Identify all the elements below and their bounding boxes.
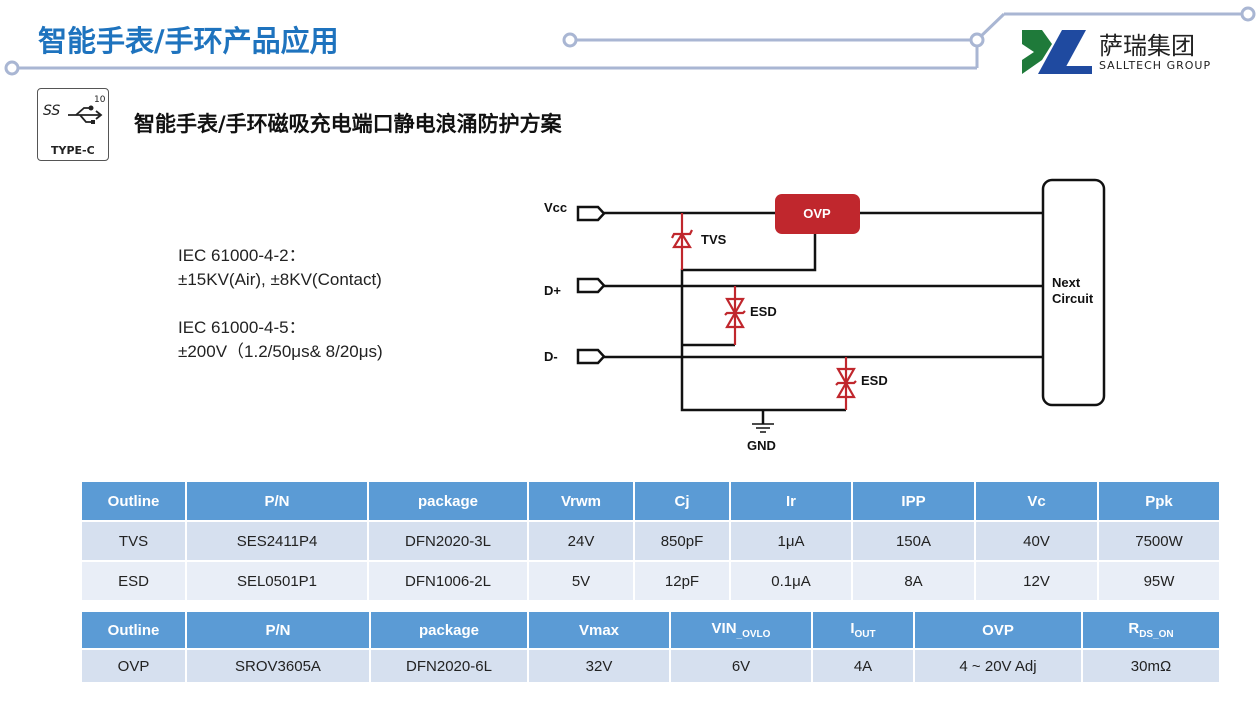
next-circuit-box <box>1041 178 1106 407</box>
table-row: ESD SEL0501P1 DFN1006-2L 5V 12pF 0.1μA 8A 12V 95… <box>82 562 1221 600</box>
cell: 8A <box>852 562 976 600</box>
col-pn: P/N <box>186 612 371 648</box>
cell: 1μA <box>730 522 853 560</box>
col-cj: Cj <box>634 482 731 520</box>
cell: 30mΩ <box>1082 650 1221 682</box>
vcc-connector <box>576 205 606 222</box>
usb-icon <box>68 105 103 124</box>
type-c-label: TYPE-C <box>51 144 95 157</box>
vcc-label: Vcc <box>544 200 567 215</box>
section-subtitle: 智能手表/手环磁吸充电端口静电浪涌防护方案 <box>134 112 562 136</box>
col-package: package <box>370 612 529 648</box>
table-row: OVP SROV3605A DFN2020-6L 32V 6V 4A 4 ~ 20V Adj… <box>82 650 1221 682</box>
col-iout: IOUT <box>812 612 915 648</box>
salltech-logo-icon <box>1022 30 1092 74</box>
dplus-label: D+ <box>544 283 561 298</box>
cell: TVS <box>82 522 187 560</box>
col-vrwm: Vrwm <box>528 482 635 520</box>
cell: SES2411P4 <box>186 522 369 560</box>
cell: 850pF <box>634 522 731 560</box>
ds-on-subscript: DS_ON <box>1139 629 1174 640</box>
superscript-label: 10 <box>94 95 106 105</box>
logo-en: SALLTECH GROUP <box>1099 59 1212 72</box>
circuit-diagram: OVP Vcc D+ D- TVS ESD ESD GND Next Circu… <box>544 178 1106 453</box>
vin-text: VIN <box>711 620 737 637</box>
tvs-label: TVS <box>701 232 727 247</box>
col-ppk: Ppk <box>1098 482 1221 520</box>
esd1-label: ESD <box>750 304 777 319</box>
ovp-block <box>775 194 860 234</box>
esd1-diode <box>724 286 746 345</box>
col-package: package <box>368 482 529 520</box>
cell: OVP <box>82 650 187 682</box>
spec-surge-values: ±200V（1.2/50μs& 8/20μs) <box>178 342 383 361</box>
cell: ESD <box>82 562 187 600</box>
i-text: I <box>850 620 855 637</box>
header-decoration <box>4 6 1256 76</box>
cell: 32V <box>528 650 671 682</box>
cell: 12pF <box>634 562 731 600</box>
spec-esd-standard: IEC 61000-4-2： <box>178 246 306 265</box>
tvs-esd-spec-table: Outline P/N package Vrwm Cj Ir IPP Vc Pp… <box>82 482 1221 600</box>
circuit-label: Circuit <box>1052 291 1094 306</box>
ovlo-subscript: _OVLO <box>736 629 771 640</box>
cell: DFN2020-6L <box>370 650 529 682</box>
type-c-badge: SS 10 TYPE-C <box>37 88 109 161</box>
spec-surge: IEC 61000-4-5： ±200V（1.2/50μs& 8/20μs) <box>178 316 383 364</box>
page-title: 智能手表/手环产品应用 <box>38 24 339 58</box>
spec-esd-values: ±15KV(Air), ±8KV(Contact) <box>178 270 382 289</box>
col-vin-ovlo: VIN_OVLO <box>670 612 813 648</box>
out-subscript: OUT <box>854 629 876 640</box>
next-label: Next <box>1052 275 1081 290</box>
cell: SEL0501P1 <box>186 562 369 600</box>
logo-cn: 萨瑞集团 <box>1099 32 1195 60</box>
cell: 0.1μA <box>730 562 853 600</box>
cell: 12V <box>975 562 1099 600</box>
dplus-connector <box>576 277 606 294</box>
col-rds-on: RDS_ON <box>1082 612 1221 648</box>
col-vc: Vc <box>975 482 1099 520</box>
cell: 150A <box>852 522 976 560</box>
ovp-spec-table: Outline P/N package Vmax VIN_OVLO IOUT O… <box>82 612 1221 682</box>
col-vmax: Vmax <box>528 612 671 648</box>
spec-surge-standard: IEC 61000-4-5： <box>178 318 306 337</box>
spec-esd: IEC 61000-4-2： ±15KV(Air), ±8KV(Contact) <box>178 244 382 292</box>
col-pn: P/N <box>186 482 369 520</box>
cell: 40V <box>975 522 1099 560</box>
esd2-diode <box>835 357 857 410</box>
col-ipp: IPP <box>852 482 976 520</box>
ss-label: SS <box>43 103 61 119</box>
ovp-label: OVP <box>803 206 831 221</box>
cell: DFN2020-3L <box>368 522 529 560</box>
cell: DFN1006-2L <box>368 562 529 600</box>
cell: 6V <box>670 650 813 682</box>
col-outline: Outline <box>82 612 187 648</box>
cell: SROV3605A <box>186 650 371 682</box>
table-row: TVS SES2411P4 DFN2020-3L 24V 850pF 1μA 150A 40V… <box>82 522 1221 560</box>
r-text: R <box>1128 620 1140 637</box>
cell: 24V <box>528 522 635 560</box>
col-ir: Ir <box>730 482 853 520</box>
cell: 7500W <box>1098 522 1221 560</box>
col-outline: Outline <box>82 482 187 520</box>
dminus-label: D- <box>544 349 558 364</box>
cell: 5V <box>528 562 635 600</box>
company-logo: 萨瑞集团 SALLTECH GROUP <box>1022 30 1210 78</box>
cell: 4 ~ 20V Adj <box>914 650 1083 682</box>
dminus-connector <box>576 348 606 365</box>
gnd-label: GND <box>747 438 776 453</box>
cell: 95W <box>1098 562 1221 600</box>
col-ovp: OVP <box>914 612 1083 648</box>
cell: 4A <box>812 650 915 682</box>
tvs-diode <box>671 213 693 270</box>
esd2-label: ESD <box>861 373 888 388</box>
